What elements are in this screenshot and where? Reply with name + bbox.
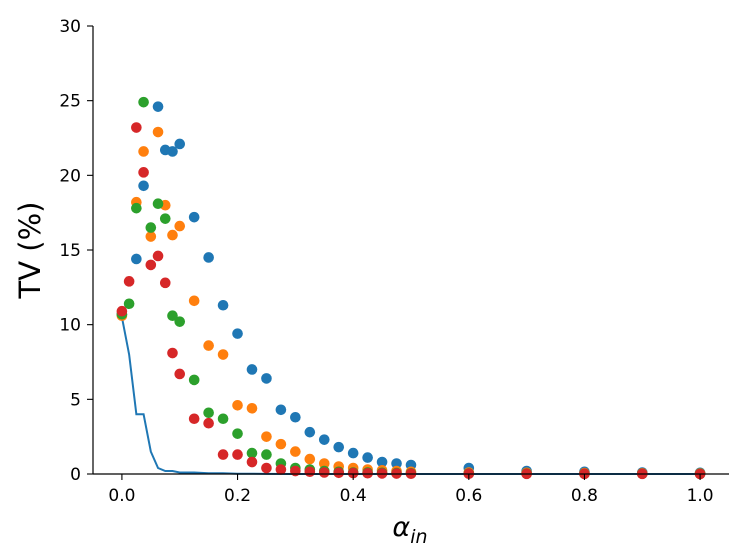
scatter-point [391, 458, 402, 469]
x-tick-label: 1.0 [687, 486, 714, 506]
scatter-point [123, 276, 135, 287]
y-tick-label: 25 [59, 92, 81, 112]
scatter-point [217, 299, 229, 311]
scatter-point [145, 259, 157, 271]
scatter-point [275, 438, 287, 450]
scatter-point [333, 441, 345, 453]
scatter-point [167, 347, 178, 359]
scatter-point [174, 368, 186, 380]
scatter-series-4 [116, 122, 706, 480]
scatter-point [261, 449, 272, 460]
scatter-point [131, 122, 142, 133]
scatter-point [232, 449, 243, 460]
scatter-point [138, 146, 149, 157]
scatter-point [246, 447, 258, 459]
scatter-point [174, 316, 186, 327]
scatter-point [152, 198, 164, 210]
scatter-point [217, 349, 229, 360]
scatter-point [131, 253, 142, 265]
x-axis-label: αin [392, 512, 427, 548]
scatter-point [145, 231, 157, 242]
x-tick-label: 0.0 [108, 486, 135, 506]
scatter-point [152, 250, 164, 262]
y-tick-label: 0 [70, 465, 81, 485]
scatter-point [188, 374, 200, 386]
plot-area [116, 96, 706, 480]
scatter-point [116, 305, 128, 317]
x-ticks: 0.0 0.2 0.4 0.6 0.8 1.0 [108, 474, 714, 506]
scatter-point [138, 180, 149, 192]
scatter-point [203, 340, 214, 351]
scatter-point [232, 428, 243, 439]
y-ticks: 0 5 10 15 20 25 30 [59, 17, 93, 485]
y-axis-label: TV (%) [13, 202, 47, 300]
scatter-point [174, 220, 186, 232]
scatter-point [261, 373, 272, 384]
scatter-point [362, 467, 373, 479]
scatter-point [232, 400, 243, 411]
scatter-point [304, 466, 316, 478]
scatter-point [152, 126, 164, 138]
scatter-point [290, 411, 301, 423]
y-tick-label: 15 [59, 241, 81, 261]
scatter-point [203, 417, 214, 429]
x-axis-label-base: α [392, 512, 410, 543]
scatter-point [333, 467, 345, 479]
scatter-point [167, 229, 178, 241]
scatter-point [138, 96, 149, 108]
scatter-point [203, 252, 214, 263]
scatter-point [145, 222, 157, 233]
scatter-point [232, 328, 243, 339]
scatter-point [290, 465, 301, 477]
axes: 0.0 0.2 0.4 0.6 0.8 1.0 0 5 10 15 20 25 30 [59, 17, 729, 506]
scatter-point [203, 407, 214, 419]
scatter-point [246, 364, 258, 375]
x-tick-label: 0.2 [224, 486, 251, 506]
scatter-point [290, 446, 301, 457]
scatter-point [167, 146, 178, 157]
scatter-point [188, 413, 200, 425]
scatter-point [152, 101, 164, 112]
x-tick-label: 0.8 [571, 486, 598, 506]
scatter-point [159, 213, 171, 224]
x-axis-label-subscript: in [410, 526, 427, 548]
scatter-point [275, 404, 287, 416]
y-tick-label: 10 [59, 316, 81, 336]
scatter-point [261, 431, 272, 442]
scatter-point [188, 295, 200, 307]
scatter-point [246, 456, 258, 468]
x-tick-label: 0.6 [455, 486, 482, 506]
y-tick-label: 5 [70, 390, 81, 410]
scatter-point [188, 211, 200, 223]
scatter-point [217, 413, 229, 425]
scatter-point [167, 310, 178, 322]
scatter-point [347, 467, 359, 479]
x-tick-label: 0.4 [340, 486, 367, 506]
scatter-point [318, 458, 330, 469]
scatter-point [246, 402, 258, 414]
scatter-point [275, 464, 287, 475]
scatter-point [174, 138, 186, 150]
scatter-point [261, 462, 272, 474]
scatter-point [362, 452, 373, 463]
scatter-point [347, 447, 359, 459]
scatter-point [131, 202, 142, 214]
scatter-point [318, 434, 330, 445]
scatter-point [318, 467, 330, 478]
scatter-point [138, 167, 149, 178]
y-tick-label: 20 [59, 166, 81, 186]
y-tick-label: 30 [59, 17, 81, 37]
scatter-point [304, 426, 316, 438]
scatter-point [123, 298, 135, 310]
scatter-point [304, 453, 316, 465]
scatter-point [376, 456, 388, 468]
scatter-point [217, 449, 229, 460]
scatter-point [159, 277, 171, 289]
